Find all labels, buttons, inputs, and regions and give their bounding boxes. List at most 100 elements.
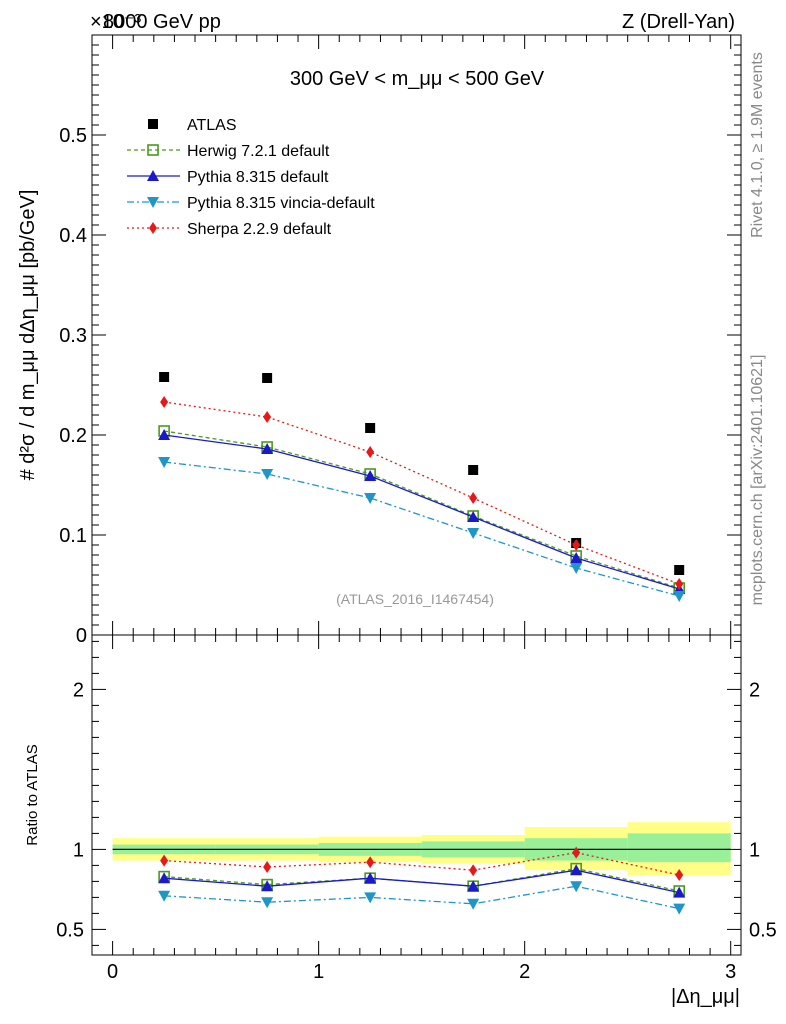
data-point xyxy=(262,373,273,383)
ratio-x-ticks: 0 1 2 3 xyxy=(107,635,736,983)
data-point xyxy=(468,465,479,475)
rivet-version-label: Rivet 4.1.0, ≥ 1.9M events xyxy=(749,52,766,238)
data-point xyxy=(158,429,171,440)
series-line xyxy=(164,430,680,589)
data-point xyxy=(365,423,376,433)
ratio-y-tick-label: 1 xyxy=(73,839,84,861)
ratio-series-pythia-8-315-vincia-default xyxy=(158,881,686,915)
series-pythia-8-315-default xyxy=(158,429,686,594)
data-point xyxy=(570,552,583,563)
data-point xyxy=(261,469,274,480)
ratio-data-point xyxy=(673,903,686,915)
series-line xyxy=(164,461,680,597)
data-point xyxy=(263,411,272,423)
data-point xyxy=(572,539,581,551)
legend-item: ATLAS xyxy=(148,117,237,134)
exponent-label: ×10⁻³ xyxy=(90,11,141,33)
ratio-panel: Ratio to ATLAS |Δη_μμ| 0.5 0.5 1 1 2 2 0 1 2 3 xyxy=(24,634,777,1008)
main-y-tick-label: 0.3 xyxy=(59,325,87,347)
ratio-data-point xyxy=(467,898,480,910)
x-tick-label: 3 xyxy=(725,961,736,983)
series-atlas xyxy=(159,372,685,575)
ratio-series-line xyxy=(164,885,680,910)
ratio-series-line xyxy=(164,867,680,892)
main-series xyxy=(158,372,686,602)
legend-item: Herwig 7.2.1 default xyxy=(127,143,330,160)
main-x-ticks xyxy=(112,35,732,635)
ratio-data-point xyxy=(158,872,171,884)
main-y-tick-label: 0.1 xyxy=(59,525,87,547)
data-point xyxy=(673,591,686,602)
legend-marker xyxy=(147,144,159,156)
data-point xyxy=(469,492,478,504)
series-pythia-8-315-vincia-default xyxy=(158,457,686,602)
ratio-data-point xyxy=(261,880,274,892)
main-y-axis-label: # d²σ / d m_μμ dΔη_μμ [pb/GeV] xyxy=(17,190,39,481)
legend: ATLAS Herwig 7.2.1 default Pythia 8.315 de… xyxy=(127,117,375,238)
x-tick-label: 1 xyxy=(313,961,324,983)
ratio-y-tick-label-right: 1 xyxy=(749,839,760,861)
data-point xyxy=(159,372,170,382)
ratio-data-point xyxy=(675,869,684,881)
data-point xyxy=(467,528,480,539)
legend-item: Sherpa 2.2.9 default xyxy=(127,221,332,238)
energy-label: 8000 GeV pp xyxy=(103,11,221,33)
main-y-tick-label: 0.2 xyxy=(59,425,87,447)
ratio-data-point xyxy=(263,861,272,873)
main-y-ticks: 0 0.1 0.2 0.3 0.4 0.5 xyxy=(59,44,741,647)
series-herwig-7-2-1-default xyxy=(158,425,685,594)
ratio-data-point xyxy=(570,881,583,893)
legend-label: ATLAS xyxy=(187,117,237,134)
x-axis-label: |Δη_μμ| xyxy=(671,986,740,1008)
ratio-data-point xyxy=(469,864,478,877)
series-sherpa-2-2-9-default xyxy=(160,396,684,590)
series-line xyxy=(164,434,680,590)
ratio-data-point xyxy=(366,856,375,869)
legend-marker xyxy=(147,170,159,181)
ratio-data-point xyxy=(158,890,171,902)
ratio-data-point xyxy=(467,880,480,892)
ratio-series-line xyxy=(164,851,680,876)
analysis-id: (ATLAS_2016_I1467454) xyxy=(336,591,494,607)
ratio-data-point xyxy=(364,872,377,884)
legend-label: Pythia 8.315 vincia-default xyxy=(187,195,375,212)
legend-marker xyxy=(148,119,158,129)
ratio-y-tick-label: 2 xyxy=(73,679,84,701)
ratio-series-sherpa-2-2-9-default xyxy=(160,846,684,881)
data-point xyxy=(160,396,169,408)
ratio-y-ticks: 0.5 0.5 1 1 2 2 xyxy=(56,640,777,946)
series-line xyxy=(164,401,680,585)
data-point xyxy=(366,446,375,458)
data-point xyxy=(364,470,377,481)
data-point xyxy=(364,493,377,504)
mcplots-label: mcplots.cern.ch [arXiv:2401.10621] xyxy=(749,355,766,606)
legend-label: Sherpa 2.2.9 default xyxy=(187,221,332,238)
x-tick-label: 0 xyxy=(107,961,118,983)
ratio-data-point xyxy=(572,846,581,859)
ratio-frame xyxy=(91,634,742,956)
ratio-series xyxy=(158,846,686,915)
ratio-data-point xyxy=(364,892,377,904)
x-tick-label: 2 xyxy=(519,961,530,983)
ratio-series-line xyxy=(164,869,680,894)
ratio-y-tick-label-right: 2 xyxy=(749,679,760,701)
main-y-tick-label: 0 xyxy=(76,625,87,647)
ratio-y-tick-label: 0.5 xyxy=(56,919,84,941)
ratio-y-tick-label-right: 0.5 xyxy=(749,919,777,941)
legend-item: Pythia 8.315 vincia-default xyxy=(127,195,375,212)
legend-label: Pythia 8.315 default xyxy=(187,169,329,186)
uncertainty-band-stat xyxy=(627,833,731,863)
main-title: 300 GeV < m_μμ < 500 GeV xyxy=(290,68,545,90)
ratio-data-point xyxy=(160,854,169,867)
legend-label: Herwig 7.2.1 default xyxy=(187,143,330,160)
ratio-data-point xyxy=(570,864,583,876)
legend-item: Pythia 8.315 default xyxy=(127,169,329,186)
ratio-data-point xyxy=(261,897,274,909)
ratio-bands xyxy=(112,822,731,875)
process-label: Z (Drell-Yan) xyxy=(622,11,735,33)
data-point xyxy=(675,578,684,590)
data-point xyxy=(570,563,583,574)
main-y-tick-label: 0.4 xyxy=(59,225,87,247)
data-point xyxy=(158,457,171,468)
